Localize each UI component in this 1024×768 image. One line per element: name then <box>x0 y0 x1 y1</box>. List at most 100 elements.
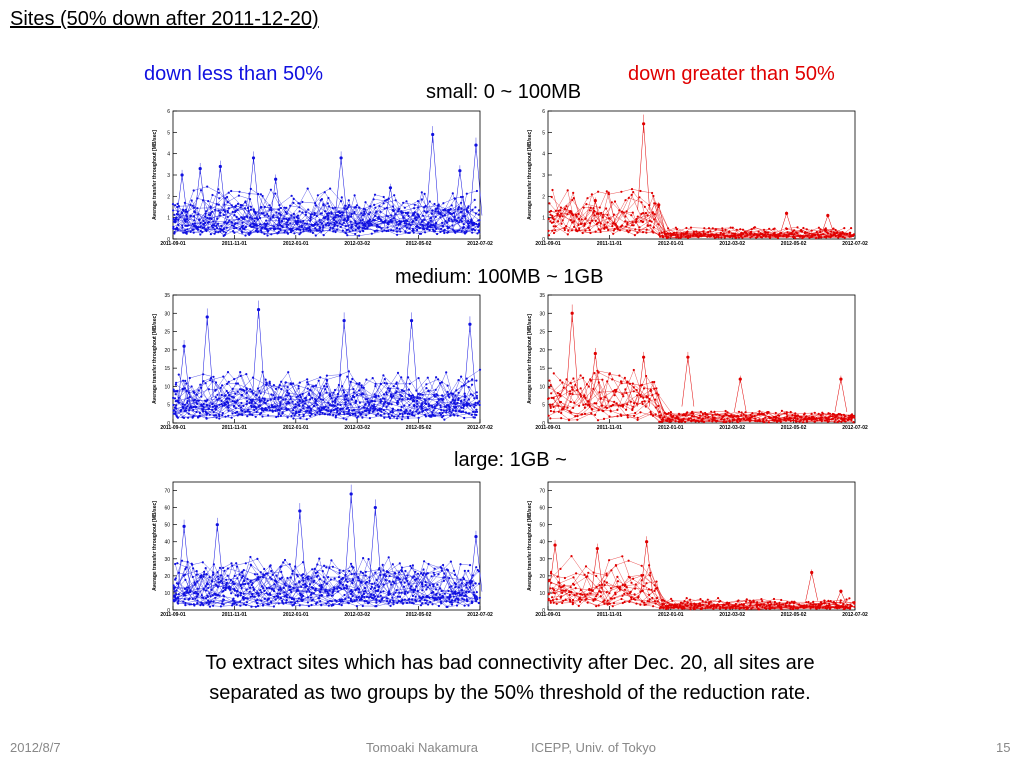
data-point <box>272 214 275 217</box>
data-point <box>561 591 564 594</box>
peak-line <box>375 507 382 585</box>
data-point <box>192 405 195 409</box>
data-point <box>572 576 575 579</box>
data-point <box>777 605 780 608</box>
data-point <box>396 403 399 406</box>
data-point <box>291 604 294 607</box>
data-point <box>262 587 265 590</box>
data-point <box>259 571 262 574</box>
data-point <box>371 404 374 407</box>
data-point <box>474 404 477 407</box>
data-point <box>442 563 445 567</box>
data-point <box>432 583 435 586</box>
data-point <box>350 592 353 596</box>
data-point <box>690 415 694 418</box>
data-point <box>269 227 272 230</box>
data-point <box>298 604 301 607</box>
data-point <box>417 214 420 217</box>
data-point <box>301 561 305 564</box>
data-point <box>464 396 467 399</box>
data-point <box>226 574 229 577</box>
data-point <box>240 587 243 590</box>
data-point <box>297 387 300 390</box>
data-point <box>298 381 301 384</box>
data-point <box>613 394 616 397</box>
data-point <box>636 416 639 419</box>
data-point <box>215 405 219 408</box>
data-point <box>476 598 479 601</box>
data-point <box>336 214 339 217</box>
data-point <box>212 563 215 566</box>
data-point <box>291 412 294 415</box>
data-point <box>808 605 811 608</box>
data-point <box>395 382 398 385</box>
data-point <box>195 410 198 414</box>
data-point <box>556 392 559 395</box>
data-point <box>439 382 442 385</box>
data-point <box>621 405 624 408</box>
data-point <box>749 231 752 234</box>
x-tick-label: 2012-03-02 <box>344 612 370 618</box>
data-point <box>302 583 305 586</box>
data-point <box>610 405 613 408</box>
data-point <box>711 420 714 423</box>
data-point <box>715 413 718 416</box>
data-point <box>316 411 319 414</box>
data-point <box>314 413 317 416</box>
x-tick-label: 2012-03-02 <box>719 425 745 431</box>
data-point <box>443 228 446 231</box>
data-point <box>196 416 200 419</box>
data-point <box>381 563 384 566</box>
data-point <box>550 396 553 399</box>
data-point <box>378 217 381 220</box>
data-point <box>756 420 759 423</box>
y-tick-label: 50 <box>539 523 545 529</box>
data-point <box>214 230 217 233</box>
data-point <box>383 381 386 385</box>
data-point <box>434 210 437 213</box>
data-point <box>364 208 367 211</box>
data-point <box>365 580 368 584</box>
data-point <box>463 569 466 572</box>
data-point <box>225 578 228 581</box>
data-point <box>459 563 462 566</box>
data-point <box>677 607 680 610</box>
data-point <box>643 400 646 403</box>
data-point <box>566 189 569 192</box>
data-point <box>350 589 353 592</box>
peak-line <box>453 170 461 222</box>
data-point <box>578 596 581 599</box>
data-point <box>350 223 354 226</box>
data-point <box>641 400 644 403</box>
data-point <box>825 419 829 422</box>
data-point <box>836 231 839 234</box>
data-point <box>460 400 463 403</box>
data-point <box>823 602 826 605</box>
data-point <box>390 396 393 399</box>
data-point <box>317 379 320 382</box>
peak-line <box>432 134 439 213</box>
data-point <box>643 205 646 208</box>
peak-line <box>183 346 191 404</box>
data-point <box>431 228 435 231</box>
data-point <box>600 211 603 215</box>
data-point <box>315 221 318 224</box>
data-point <box>746 606 750 610</box>
data-point <box>631 211 634 214</box>
data-point <box>836 417 839 420</box>
data-point <box>443 418 446 421</box>
data-point <box>330 211 333 214</box>
data-point <box>373 403 376 406</box>
data-point <box>220 403 223 406</box>
data-point <box>614 564 617 567</box>
data-point <box>478 231 481 234</box>
data-point <box>352 408 355 412</box>
caption-line-1: To extract sites which has bad connectiv… <box>205 652 815 674</box>
peak-line <box>214 166 221 221</box>
y-tick-label: 10 <box>164 591 170 597</box>
data-point <box>717 234 720 237</box>
data-point <box>843 227 846 230</box>
data-point <box>285 206 288 209</box>
data-point <box>286 576 289 580</box>
